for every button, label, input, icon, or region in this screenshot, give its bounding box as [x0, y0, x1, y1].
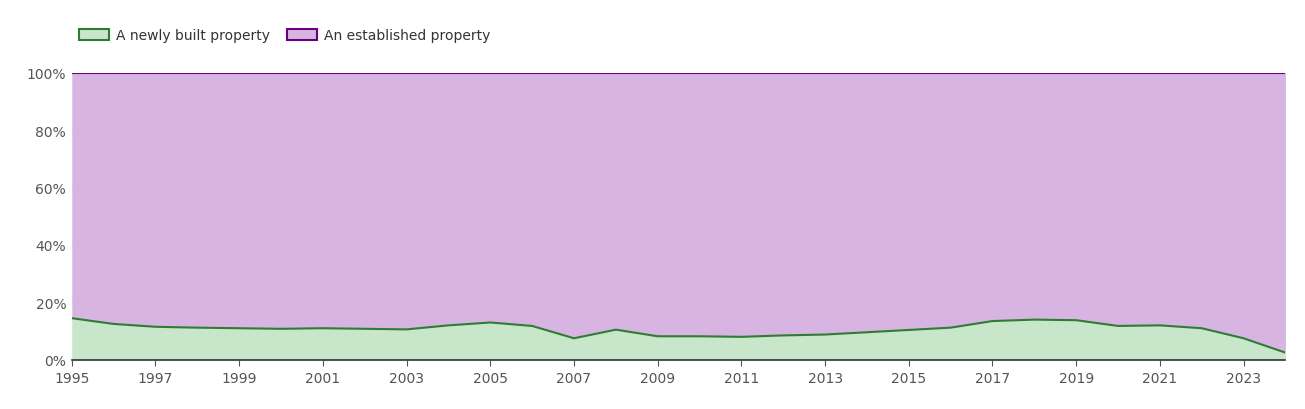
Legend: A newly built property, An established property: A newly built property, An established p… — [78, 29, 491, 43]
